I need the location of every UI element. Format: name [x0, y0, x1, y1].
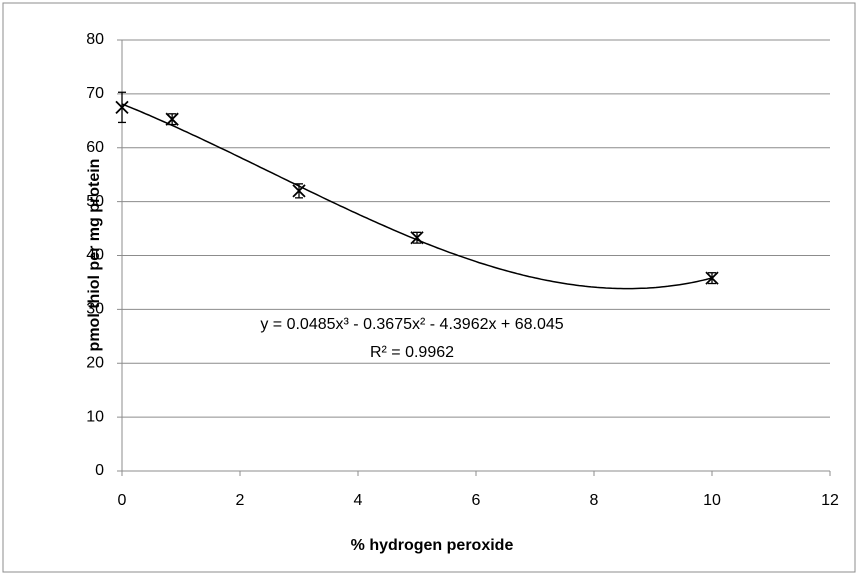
y-axis-label: pmol thiol per mg protein	[86, 159, 103, 352]
marker	[165, 112, 179, 126]
y-tick-label: 60	[86, 139, 104, 156]
annotation: R² = 0.9962	[370, 344, 454, 361]
marker	[705, 271, 719, 285]
marker	[410, 231, 424, 245]
y-tick-label: 70	[86, 85, 104, 102]
y-tick-label: 40	[86, 247, 104, 264]
y-tick-label: 20	[86, 354, 104, 371]
marker	[292, 184, 306, 198]
y-tick-label: 10	[86, 408, 104, 425]
x-tick-label: 6	[472, 492, 481, 509]
x-tick-label: 8	[590, 492, 599, 509]
x-tick-label: 4	[354, 492, 363, 509]
x-tick-label: 12	[821, 492, 839, 509]
y-tick-label: 80	[86, 31, 104, 48]
y-tick-label: 50	[86, 193, 104, 210]
y-tick-label: 30	[86, 301, 104, 318]
annotation: y = 0.0485x³ - 0.3675x² - 4.3962x + 68.0…	[260, 316, 563, 333]
y-tick-label: 0	[95, 462, 104, 479]
marker	[115, 100, 129, 114]
x-tick-label: 10	[703, 492, 721, 509]
x-tick-label: 2	[236, 492, 245, 509]
x-axis-label: % hydrogen peroxide	[351, 537, 514, 554]
x-tick-label: 0	[118, 492, 127, 509]
